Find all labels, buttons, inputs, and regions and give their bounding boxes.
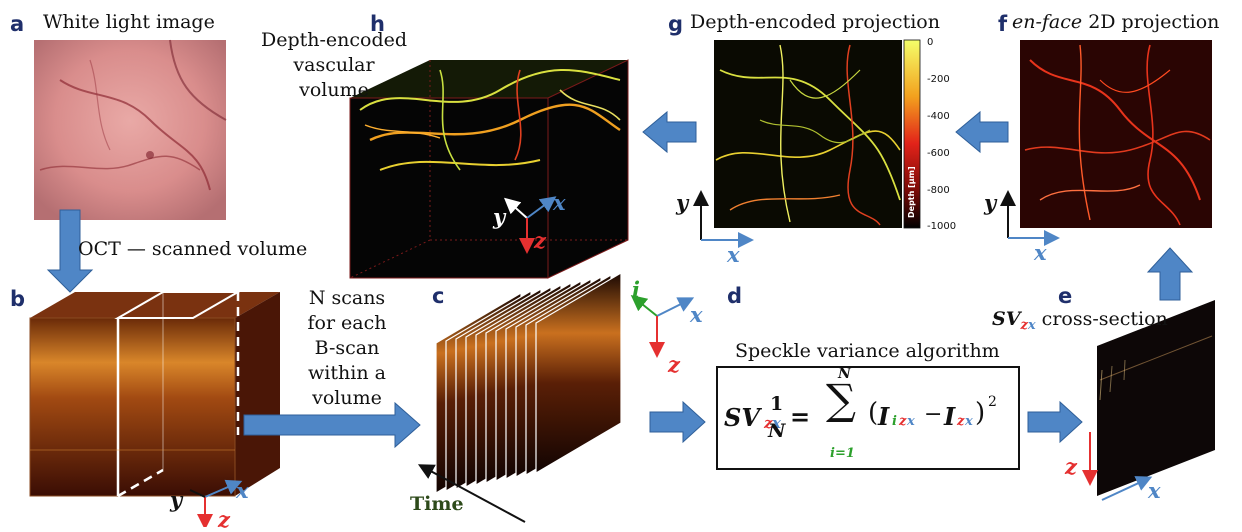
colorbar-tick: -1000 [927, 221, 957, 232]
b-y-label: y [170, 487, 183, 512]
caption-c: N scans for each B-scan within a volume [307, 287, 387, 409]
caption-f: en-face 2D projection [1012, 11, 1220, 33]
sigma-icon: ∑ [826, 375, 856, 424]
formula-numerator: 1 [770, 393, 784, 415]
c-x-label: x [690, 302, 703, 327]
panel-label-d: d [727, 284, 743, 308]
formula-sum-upper: N [838, 366, 851, 382]
colorbar-tick: -600 [927, 148, 950, 159]
arrow-left-g-h [642, 110, 697, 154]
time-axis-arrow [417, 464, 526, 523]
arrow-up-e-f [1146, 247, 1194, 301]
caption-a: White light image [43, 11, 215, 33]
sv-cross-section [1097, 300, 1215, 496]
colorbar-tick: -400 [927, 111, 950, 122]
formula-sub-i: i [892, 414, 897, 429]
panel-label-a: a [10, 12, 25, 36]
g-y-label: y [676, 190, 689, 215]
caption-h: Depth-encoded vascular volume [260, 29, 408, 101]
formula-mean-intensity: I [944, 402, 956, 431]
formula-equals: = [790, 402, 811, 431]
white-light-image [34, 39, 227, 220]
speckle-variance-formula [716, 366, 1020, 470]
colorbar-tick: -200 [927, 74, 950, 85]
c-z-label: z [668, 352, 680, 377]
arrow-right-b-c [243, 401, 421, 449]
h-x-label: x [553, 190, 566, 215]
f-x-label: x [1034, 240, 1047, 265]
enface-projection-image [1020, 40, 1212, 228]
colorbar-tick: 0 [927, 37, 934, 48]
formula-sub-x3: x [965, 414, 973, 429]
open-paren-icon: ( [868, 398, 879, 428]
formula-sub-z2: z [899, 414, 907, 429]
h-z-label: z [534, 228, 546, 253]
h-y-label: y [493, 204, 506, 229]
arrow-left-f-g [955, 110, 1009, 154]
panel-label-e: e [1058, 284, 1073, 308]
panel-label-b: b [10, 287, 26, 311]
b-y-axis-arrow [189, 489, 206, 498]
panel-label-f: f [998, 12, 1008, 36]
b-x-axis-arrow [204, 479, 243, 498]
depth-colorbar [903, 39, 921, 229]
formula-sv: SV [724, 403, 760, 432]
caption-e: SVzx cross-section [992, 308, 1168, 333]
panel-label-c: c [432, 284, 445, 308]
colorbar-tick: -800 [927, 185, 950, 196]
g-x-label: x [727, 242, 740, 267]
panel-label-h: h [370, 12, 385, 36]
h-y-axis-arrow [504, 197, 528, 219]
formula-sub-z3: z [957, 414, 965, 429]
c-i-axis-arrow [630, 295, 658, 317]
time-label: Time [410, 493, 464, 515]
formula-sub-z: z [764, 414, 773, 432]
arrow-right-d-e [1027, 400, 1083, 444]
formula-sub-x2: x [907, 414, 915, 429]
formula-intensity: I [878, 402, 890, 431]
formula-minus: − [924, 402, 943, 427]
depth-encoded-vascular-volume [349, 59, 629, 279]
formula-exponent: 2 [988, 394, 997, 410]
arrow-right-c-d [649, 400, 706, 444]
e-x-label: x [1148, 478, 1161, 503]
depth-encoded-projection-image [714, 40, 902, 228]
formula-sum-lower: i=1 [830, 446, 855, 461]
arrow-down-a-b [46, 209, 94, 293]
c-i-label: i [632, 277, 640, 302]
caption-g: Depth-encoded projection [690, 11, 940, 33]
oct-volume-cube [29, 291, 280, 498]
e-z-label: z [1065, 454, 1077, 479]
b-x-label: x [236, 478, 249, 503]
caption-d: Speckle variance algorithm [735, 340, 1000, 362]
formula-sub-x: x [772, 414, 781, 432]
bscan-stack [435, 271, 622, 495]
panel-label-g: g [668, 12, 684, 36]
b-z-label: z [218, 507, 230, 532]
colorbar-label: Depth [µm] [907, 166, 916, 218]
h-x-axis-arrow [526, 196, 557, 219]
caption-b: OCT — scanned volume [78, 238, 308, 260]
f-y-label: y [984, 190, 997, 215]
close-paren-icon: ) [975, 398, 986, 428]
formula-denominator: N [768, 420, 786, 442]
c-x-axis-arrow [656, 297, 695, 317]
e-x-axis-arrow [1101, 476, 1153, 501]
